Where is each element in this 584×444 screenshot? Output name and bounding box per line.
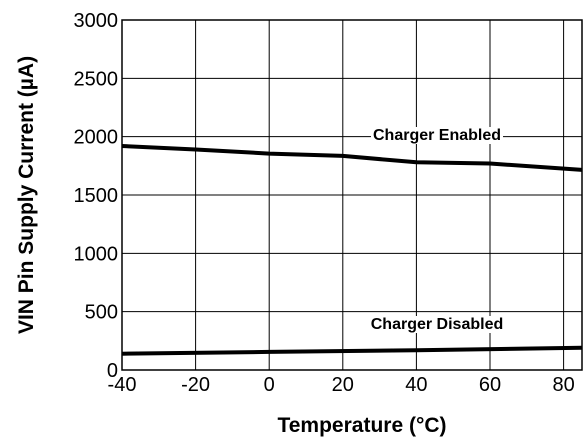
x-tick-label: 40 [405,374,427,396]
plot-frame [121,19,583,371]
x-tick-label: -20 [181,374,210,396]
y-tick-label: 3000 [74,10,119,32]
y-tick-label: 2500 [74,68,119,90]
series-line-1 [121,345,583,356]
y-tick-labels: 0 500 1000 1500 2000 2500 3000 [74,10,119,382]
grid [122,20,582,370]
x-tick-label: 80 [552,374,574,396]
y-axis-title: VIN Pin Supply Current (µA) [15,56,38,334]
y-tick-label: 2000 [74,127,119,149]
x-tick-label: 20 [332,374,354,396]
series-labels: Charger Enabled Charger Disabled [368,127,506,333]
x-tick-label: -40 [108,374,137,396]
y-tick-label: 1500 [74,185,119,207]
x-tick-label: 0 [264,374,275,396]
series-line-0 [121,144,583,172]
x-axis-title: Temperature (°C) [277,414,446,437]
series-label-0: Charger Enabled [373,127,501,144]
series-label-1: Charger Disabled [371,316,503,333]
y-tick-label: 500 [85,302,118,324]
x-tick-label: 60 [479,374,501,396]
series-lines [121,144,583,356]
y-tick-label: 1000 [74,243,119,265]
series-label-background [368,316,506,333]
series-label-background [370,127,504,144]
x-tick-labels: -40 -20 0 20 40 60 80 [108,374,575,396]
y-tick-label: 0 [107,360,118,382]
